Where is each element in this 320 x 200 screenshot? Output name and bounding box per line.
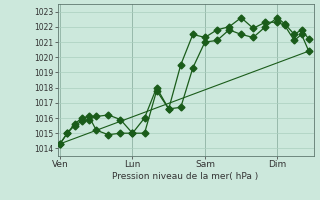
X-axis label: Pression niveau de la mer( hPa ): Pression niveau de la mer( hPa ) — [112, 172, 259, 181]
